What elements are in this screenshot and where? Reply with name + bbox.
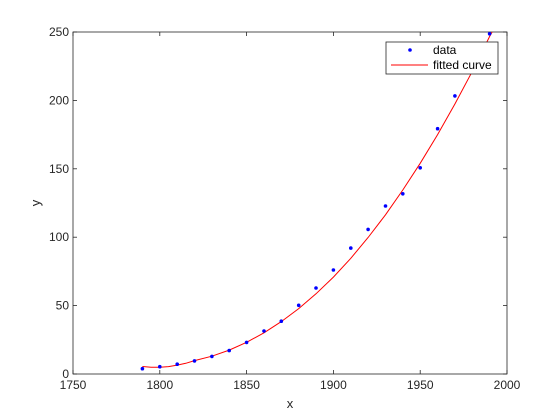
data-point — [453, 94, 457, 98]
legend-data-marker — [408, 48, 412, 52]
y-axis-label: y — [28, 199, 43, 206]
y-tick-label: 200 — [49, 93, 69, 107]
series-layer — [140, 32, 493, 371]
x-axis: 1750 1800 1850 1900 1950 2000 — [60, 32, 521, 392]
legend-curve-label: fitted curve — [433, 58, 492, 72]
x-tick-label: 1800 — [146, 378, 173, 392]
x-tick-label: 1750 — [60, 378, 87, 392]
x-tick-label: 1850 — [233, 378, 260, 392]
data-point — [279, 319, 284, 324]
data-point — [158, 364, 162, 369]
data-point — [349, 246, 353, 250]
data-point — [192, 359, 197, 363]
y-axis: 0 50 100 150 200 250 — [49, 25, 507, 381]
data-point — [262, 329, 266, 333]
legend-data-label: data — [433, 43, 457, 57]
plot-area — [72, 31, 508, 375]
data-point — [331, 268, 336, 272]
data-point — [210, 354, 214, 359]
x-tick-label: 1950 — [407, 378, 434, 392]
data-point — [418, 166, 423, 170]
data-point — [244, 340, 249, 345]
y-tick-label: 250 — [49, 25, 69, 39]
x-axis-label: x — [287, 396, 294, 411]
data-point — [296, 303, 301, 308]
data-point — [175, 362, 179, 367]
legend-box — [385, 41, 499, 75]
x-tick-label: 2000 — [494, 378, 521, 392]
y-tick-label: 100 — [49, 230, 69, 244]
data-point — [401, 192, 405, 196]
y-tick-label: 50 — [56, 299, 70, 313]
data-point — [140, 366, 145, 371]
x-tick-label: 1900 — [320, 378, 347, 392]
data-point — [383, 204, 388, 208]
data-point — [366, 227, 370, 232]
y-tick-label: 0 — [62, 367, 69, 381]
legend: data fitted curve — [385, 41, 499, 75]
y-tick-label: 150 — [49, 162, 69, 176]
data-point — [435, 126, 440, 131]
data-point — [314, 286, 318, 290]
data-point — [227, 348, 231, 353]
data-point — [487, 32, 492, 36]
